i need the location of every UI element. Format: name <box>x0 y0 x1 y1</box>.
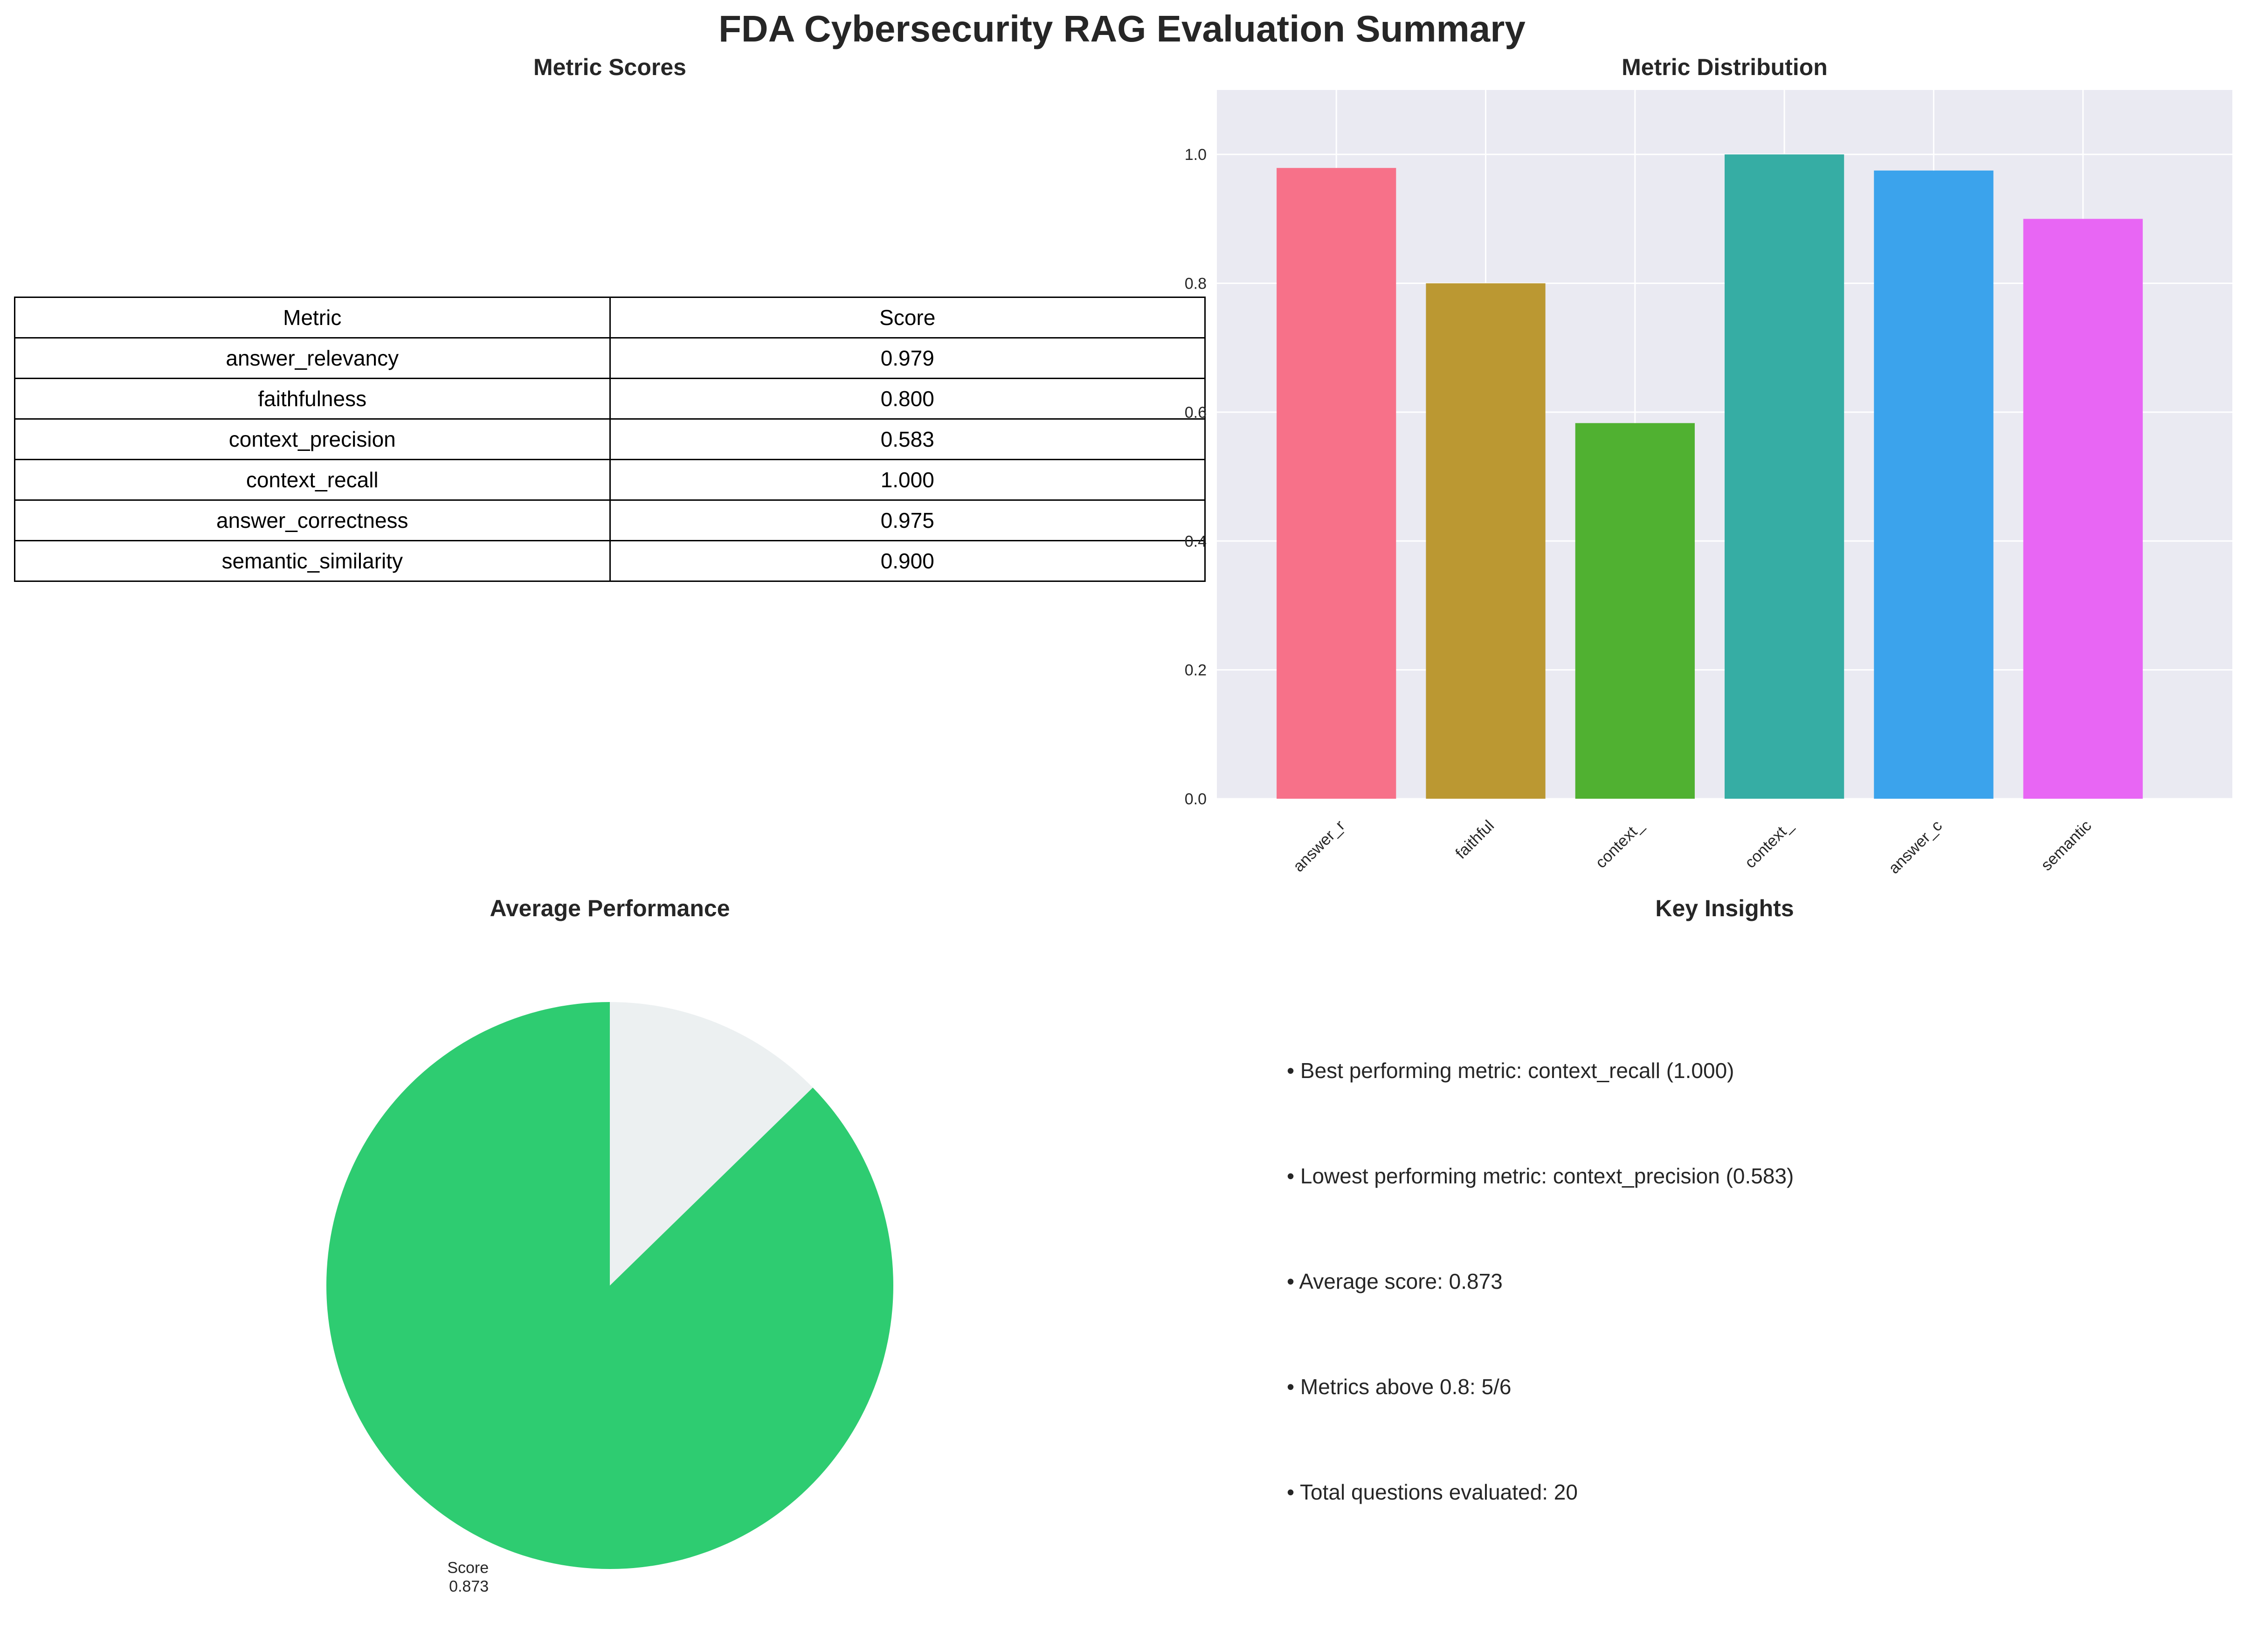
bar <box>1426 283 1546 799</box>
table-row: context_recall 1.000 <box>14 459 1206 501</box>
table-cell-metric: answer_correctness <box>14 499 611 541</box>
table-row: answer_correctness 0.975 <box>14 499 1206 541</box>
x-tick-label: faithful <box>1452 817 1498 863</box>
pie-label-line: 0.873 <box>449 1577 489 1595</box>
pie-slice <box>610 1002 813 1286</box>
table-cell-score: 0.800 <box>609 378 1206 420</box>
insight-average-score: • Average score: 0.873 <box>1287 1269 1503 1293</box>
insight-total-questions: • Total questions evaluated: 20 <box>1287 1480 1578 1504</box>
table-cell-score: 0.975 <box>609 499 1206 541</box>
x-tick-label: context_ <box>1592 816 1648 872</box>
y-tick-label: 0.8 <box>1185 275 1207 293</box>
bar <box>2023 219 2143 799</box>
table-header-row: Metric Score <box>14 297 1206 339</box>
table-cell-metric: context_precision <box>14 418 611 460</box>
insight-best-metric: • Best performing metric: context_recall… <box>1287 1058 1734 1083</box>
table-cell-metric: context_recall <box>14 459 611 501</box>
figure-title: FDA Cybersecurity RAG Evaluation Summary <box>718 8 1526 49</box>
bar <box>1725 154 1844 799</box>
x-tick-label: answer_c <box>1885 817 1946 878</box>
insights-title: Key Insights <box>1655 895 1794 921</box>
bar <box>1575 423 1695 799</box>
insight-lowest-metric: • Lowest performing metric: context_prec… <box>1287 1164 1794 1188</box>
y-tick-label: 0.4 <box>1185 532 1207 550</box>
bar <box>1874 170 1994 799</box>
y-tick-label: 0.6 <box>1185 404 1207 422</box>
table-cell-score: 0.979 <box>609 337 1206 379</box>
insight-metrics-above: • Metrics above 0.8: 5/6 <box>1287 1375 1512 1399</box>
table-header-metric: Metric <box>14 297 611 339</box>
x-tick-label: context_ <box>1741 816 1797 872</box>
y-tick-label: 1.0 <box>1185 146 1207 164</box>
bar <box>1277 168 1396 799</box>
y-tick-label: 0.0 <box>1185 790 1207 808</box>
table-header-score: Score <box>609 297 1206 339</box>
metric-scores-table: Metric Score answer_relevancy 0.979 fait… <box>14 297 1206 582</box>
table-cell-score: 0.900 <box>609 540 1206 582</box>
table-row: answer_relevancy 0.979 <box>14 337 1206 379</box>
x-tick-label: answer_r <box>1290 817 1348 876</box>
y-tick-label: 0.2 <box>1185 662 1207 679</box>
bar-chart: answer_r faithful context_ context_ answer_c… <box>1185 90 2232 878</box>
table-cell-metric: answer_relevancy <box>14 337 611 379</box>
table-cell-score: 1.000 <box>609 459 1206 501</box>
table-row: faithfulness 0.800 <box>14 378 1206 420</box>
pie-chart-title: Average Performance <box>490 895 730 921</box>
table-panel-title: Metric Scores <box>533 54 686 80</box>
table-row: semantic_similarity 0.900 <box>14 540 1206 582</box>
table-row: context_precision 0.583 <box>14 418 1206 460</box>
pie-label-line: Score <box>447 1559 489 1576</box>
bar-chart-title: Metric Distribution <box>1622 54 1828 80</box>
x-tick-label: semantic <box>2037 817 2095 874</box>
table-cell-metric: semantic_similarity <box>14 540 611 582</box>
pie-chart: Score 0.873 <box>326 1002 894 1595</box>
table-cell-metric: faithfulness <box>14 378 611 420</box>
pie-slice-label: Score 0.873 <box>447 1559 489 1595</box>
table-cell-score: 0.583 <box>609 418 1206 460</box>
